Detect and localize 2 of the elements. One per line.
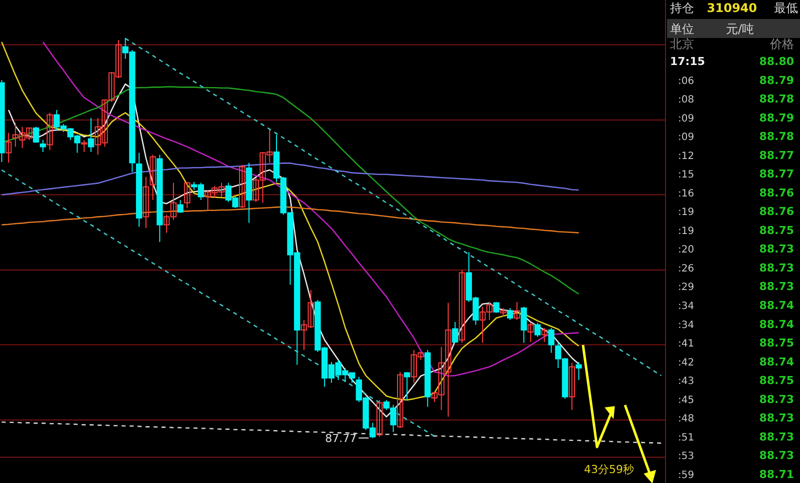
annotation: 43分59秒 xyxy=(584,463,634,476)
annotation: 87.77 xyxy=(325,432,357,445)
